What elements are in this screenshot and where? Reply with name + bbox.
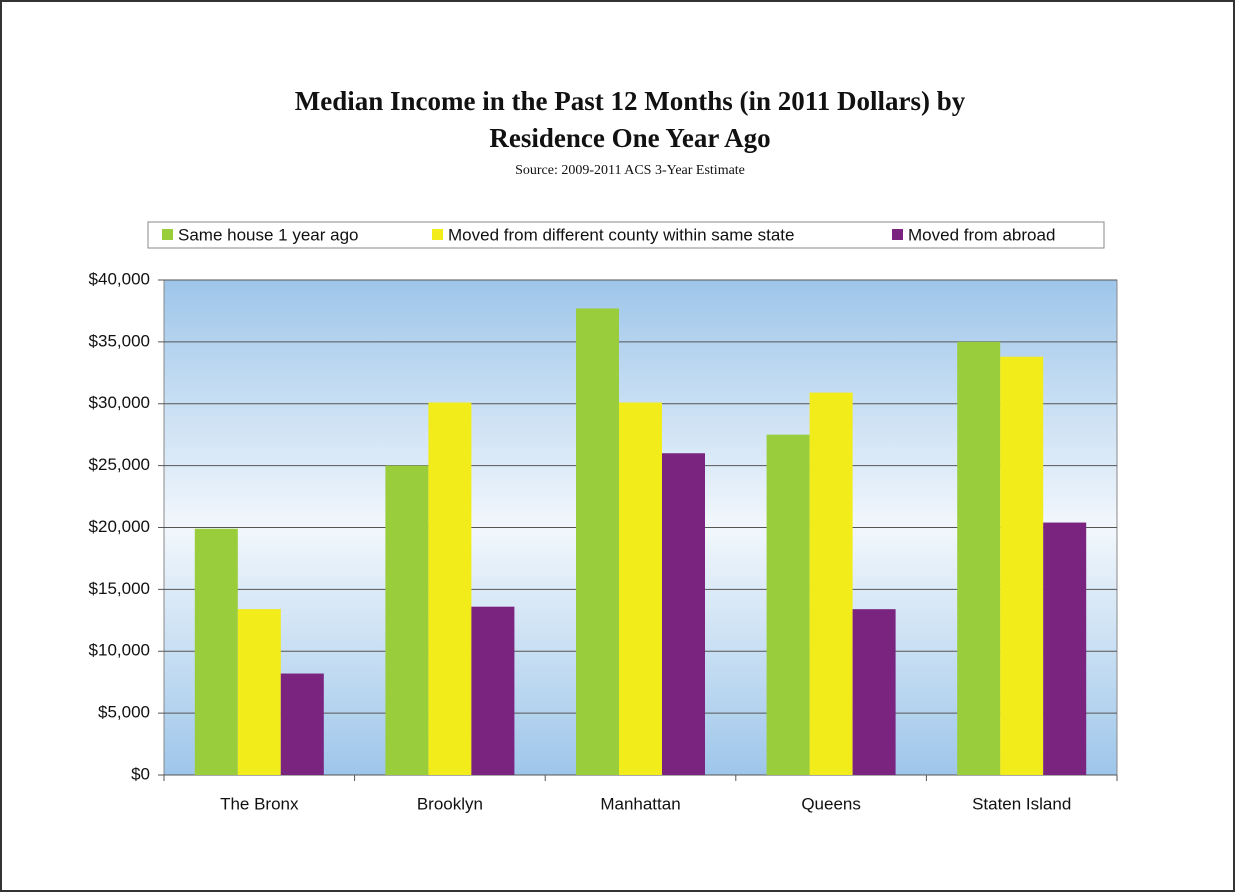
y-tick-label: $40,000 bbox=[89, 269, 150, 288]
y-tick-label: $30,000 bbox=[89, 393, 150, 412]
bar bbox=[385, 465, 429, 775]
bar bbox=[852, 609, 896, 775]
bar bbox=[280, 673, 324, 775]
y-tick-label: $10,000 bbox=[89, 641, 150, 660]
y-tick-label: $0 bbox=[131, 764, 150, 783]
bar bbox=[1000, 356, 1044, 775]
x-tick-label: Brooklyn bbox=[417, 794, 483, 813]
bar bbox=[809, 392, 853, 775]
bar bbox=[619, 402, 662, 775]
chart-title: Residence One Year Ago bbox=[489, 123, 770, 153]
x-tick-label: Queens bbox=[801, 794, 861, 813]
legend-swatch bbox=[162, 229, 173, 240]
legend-box bbox=[147, 221, 1105, 249]
legend-label: Moved from abroad bbox=[908, 225, 1055, 244]
legend-label: Moved from different county within same … bbox=[448, 225, 794, 244]
x-tick-label: Staten Island bbox=[972, 794, 1071, 813]
bar bbox=[576, 308, 619, 775]
bar bbox=[471, 606, 515, 775]
x-tick-label: The Bronx bbox=[220, 794, 299, 813]
bar bbox=[194, 528, 238, 775]
bar bbox=[1043, 522, 1087, 775]
bar bbox=[662, 453, 705, 775]
y-tick-label: $25,000 bbox=[89, 455, 150, 474]
bar bbox=[237, 609, 281, 775]
legend-swatch bbox=[892, 229, 903, 240]
y-tick-label: $15,000 bbox=[89, 579, 150, 598]
y-tick-label: $20,000 bbox=[89, 517, 150, 536]
legend-swatch bbox=[432, 229, 443, 240]
bar bbox=[428, 402, 472, 775]
chart-subtitle: Source: 2009-2011 ACS 3-Year Estimate bbox=[515, 163, 745, 178]
bar bbox=[766, 434, 810, 775]
legend-label: Same house 1 year ago bbox=[178, 225, 359, 244]
y-tick-label: $35,000 bbox=[89, 331, 150, 350]
y-tick-label: $5,000 bbox=[98, 703, 150, 722]
chart-title: Median Income in the Past 12 Months (in … bbox=[295, 86, 966, 116]
bar bbox=[957, 341, 1001, 775]
x-tick-label: Manhattan bbox=[600, 794, 680, 813]
